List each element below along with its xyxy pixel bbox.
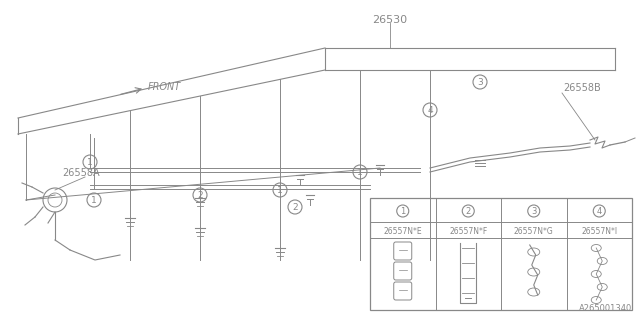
Text: 3: 3 <box>477 78 483 87</box>
Text: 26558A: 26558A <box>62 168 100 178</box>
Text: 2: 2 <box>197 191 203 200</box>
Text: 4: 4 <box>596 207 602 216</box>
Text: 4: 4 <box>427 106 433 115</box>
Text: 1: 1 <box>91 196 97 205</box>
Text: 2: 2 <box>466 207 471 216</box>
Text: 2: 2 <box>292 203 298 212</box>
Text: 26557N*G: 26557N*G <box>514 227 554 236</box>
Text: 26557N*F: 26557N*F <box>449 227 488 236</box>
Text: A265001340: A265001340 <box>579 304 632 313</box>
Text: 3: 3 <box>531 207 536 216</box>
Text: 26558B: 26558B <box>563 83 601 93</box>
Text: 26530: 26530 <box>372 15 408 25</box>
Text: 26557N*E: 26557N*E <box>383 227 422 236</box>
Text: 26557N*I: 26557N*I <box>581 227 618 236</box>
Bar <box>370 198 632 310</box>
Text: 1: 1 <box>400 207 405 216</box>
Text: 1: 1 <box>87 158 93 167</box>
Text: FRONT: FRONT <box>148 82 181 92</box>
Text: 1: 1 <box>277 186 283 195</box>
Text: 1: 1 <box>357 168 363 177</box>
